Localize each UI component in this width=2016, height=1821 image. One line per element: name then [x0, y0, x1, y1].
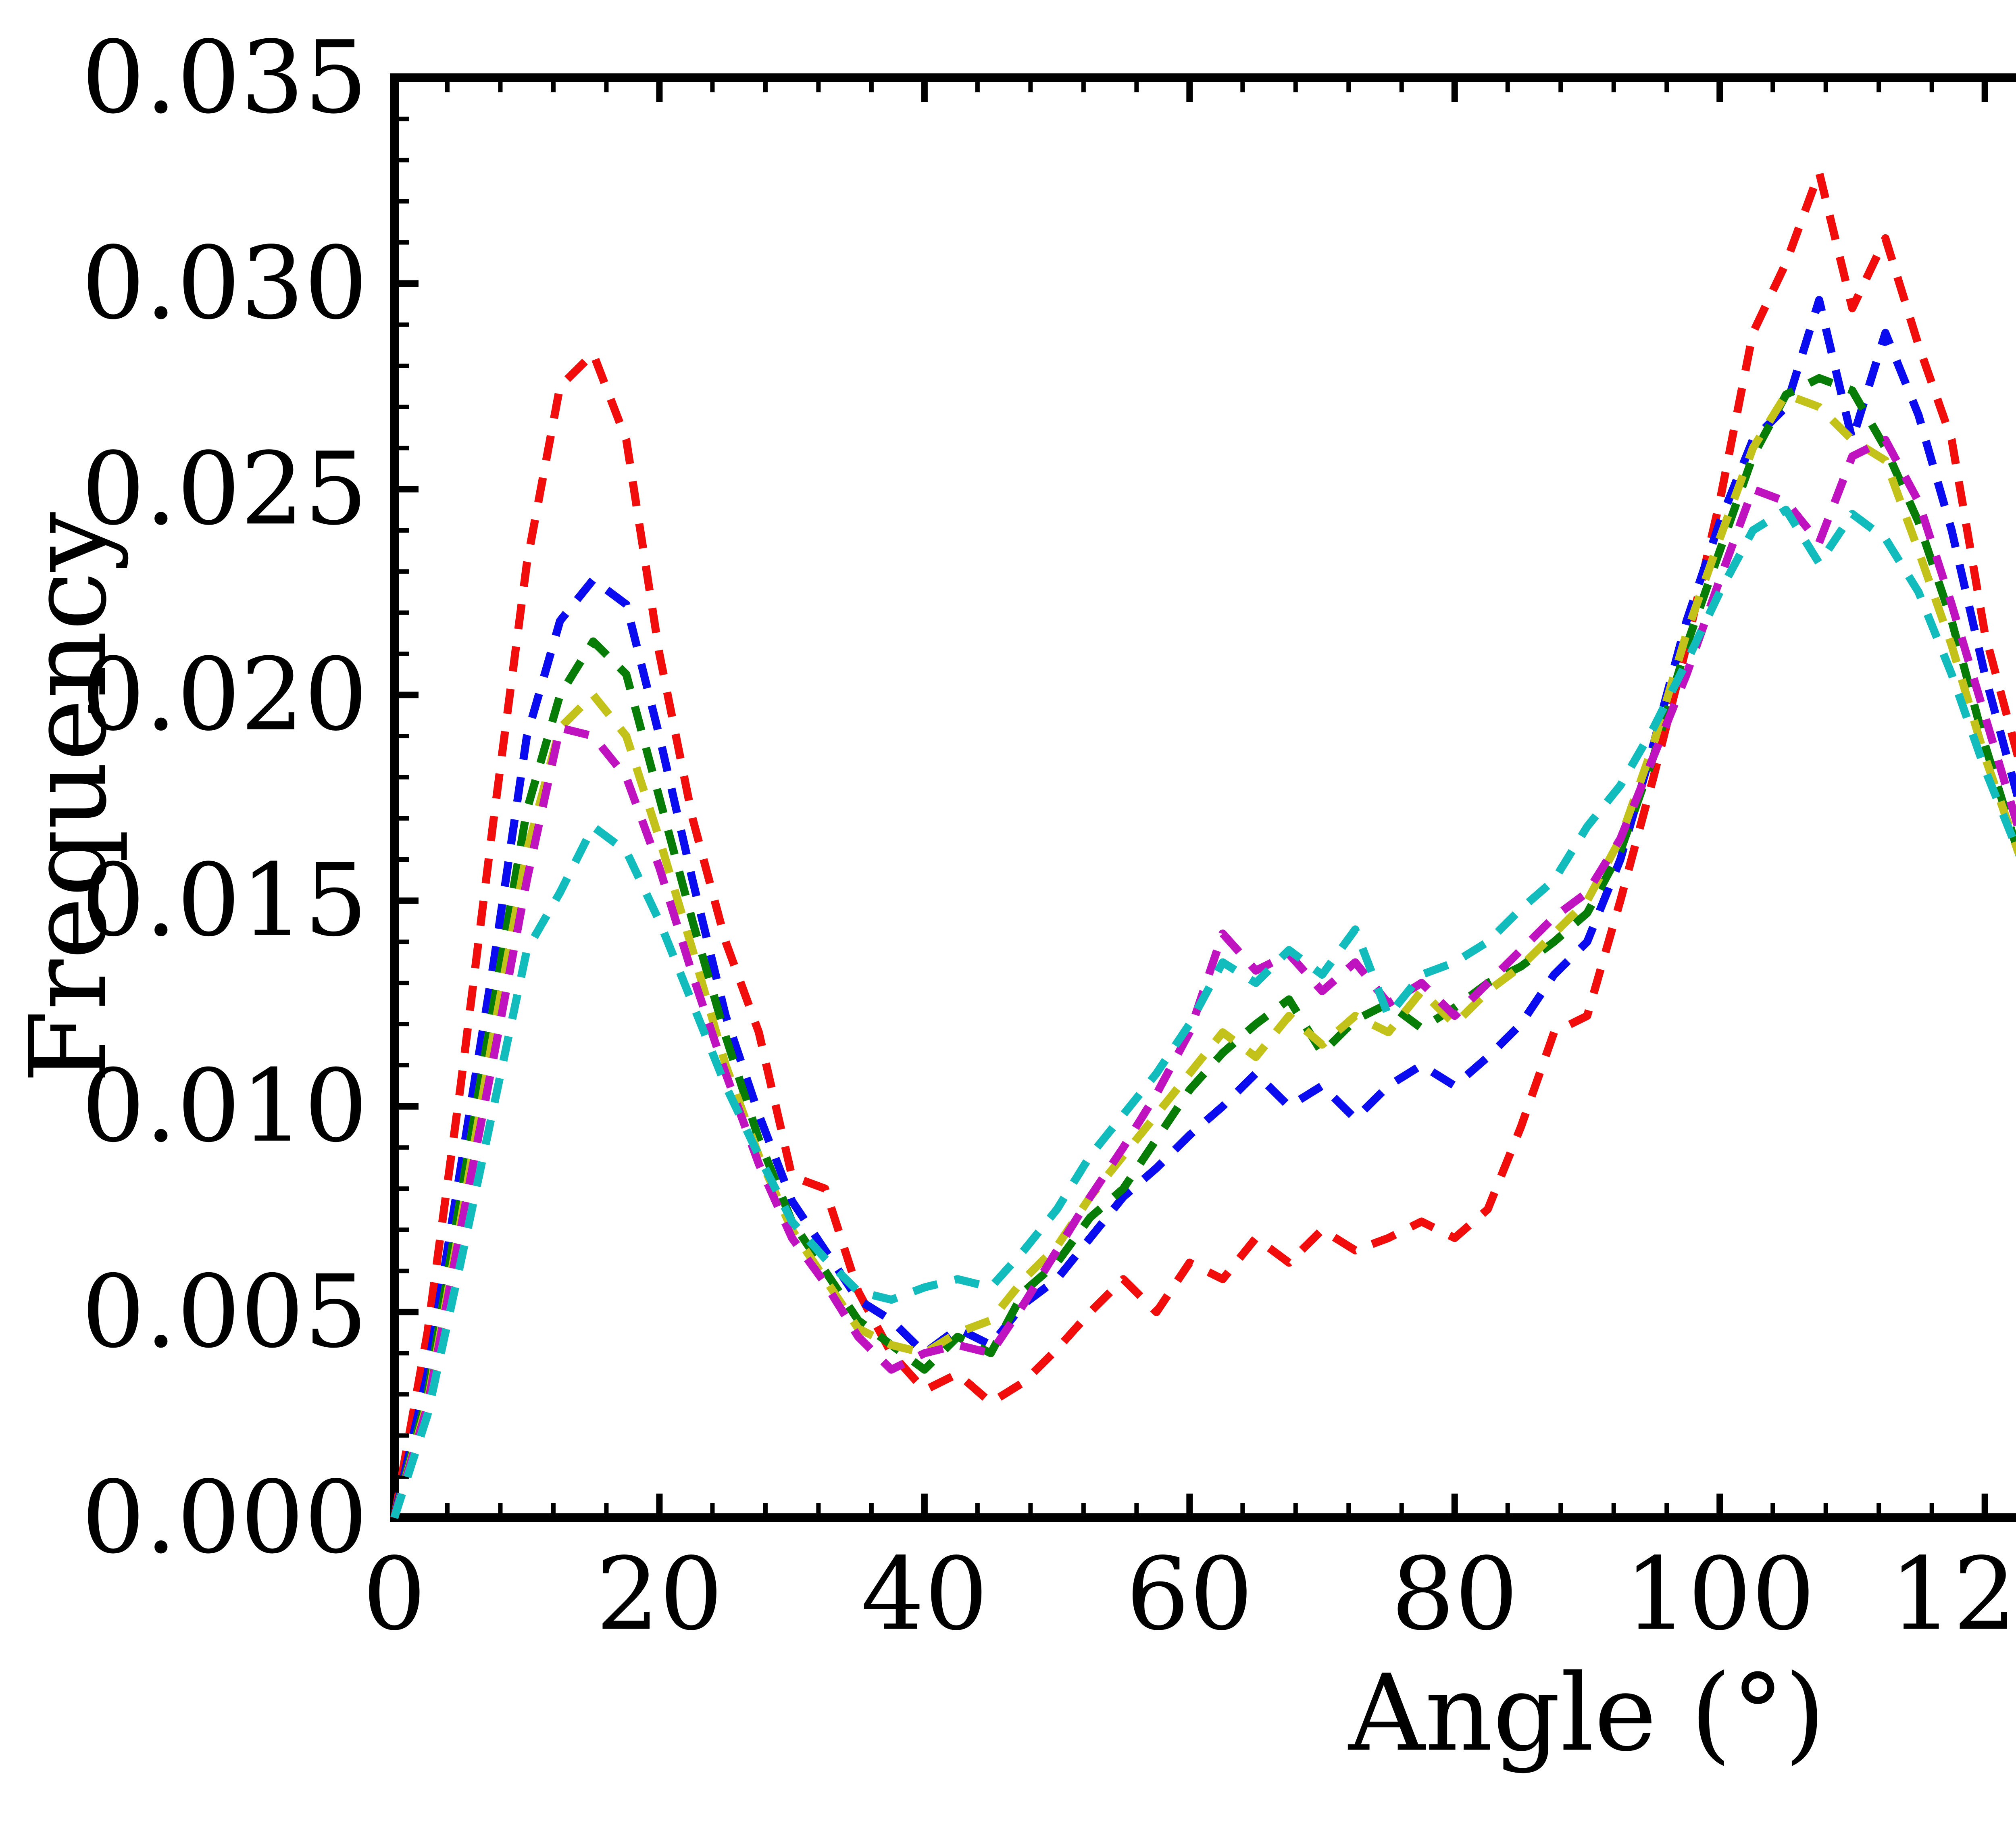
y-tick-label: 0.025: [81, 431, 368, 547]
frequency-vs-angle-chart: 0204060801001201401601800.0000.0050.0100…: [7, 6, 2016, 1808]
x-tick-label: 80: [1391, 1536, 1518, 1652]
series-line-lambda-3: [390, 168, 2016, 1519]
y-tick-label: 0.015: [81, 843, 368, 959]
x-tick-label: 20: [596, 1536, 723, 1652]
line-chart-canvas: 0204060801001201401601800.0000.0050.0100…: [81, 20, 2016, 1652]
y-tick-label: 0.035: [81, 20, 368, 136]
series-line-lambda-12: [390, 390, 2016, 1519]
x-axis-title: Angle (°): [1348, 1652, 1826, 1775]
y-tick-label: 0.000: [81, 1460, 368, 1576]
y-axis-title: Frequency: [7, 512, 130, 1083]
series-line-lambda-15: [390, 435, 2016, 1519]
y-tick-label: 0.020: [81, 637, 368, 753]
x-tick-label: 120: [1889, 1536, 2016, 1652]
x-tick-label: 100: [1624, 1536, 1815, 1652]
x-tick-label: 60: [1126, 1536, 1254, 1652]
series-line-lambda-6: [390, 296, 2016, 1519]
x-tick-label: 0: [362, 1536, 426, 1652]
y-tick-label: 0.010: [81, 1048, 368, 1165]
series-line-lambda-20: [390, 506, 2016, 1519]
y-tick-label: 0.005: [81, 1254, 368, 1370]
axes-frame: [390, 73, 2016, 1522]
series-line-lambda-9: [390, 374, 2016, 1519]
y-tick-label: 0.030: [81, 225, 368, 342]
x-tick-label: 40: [861, 1536, 988, 1652]
